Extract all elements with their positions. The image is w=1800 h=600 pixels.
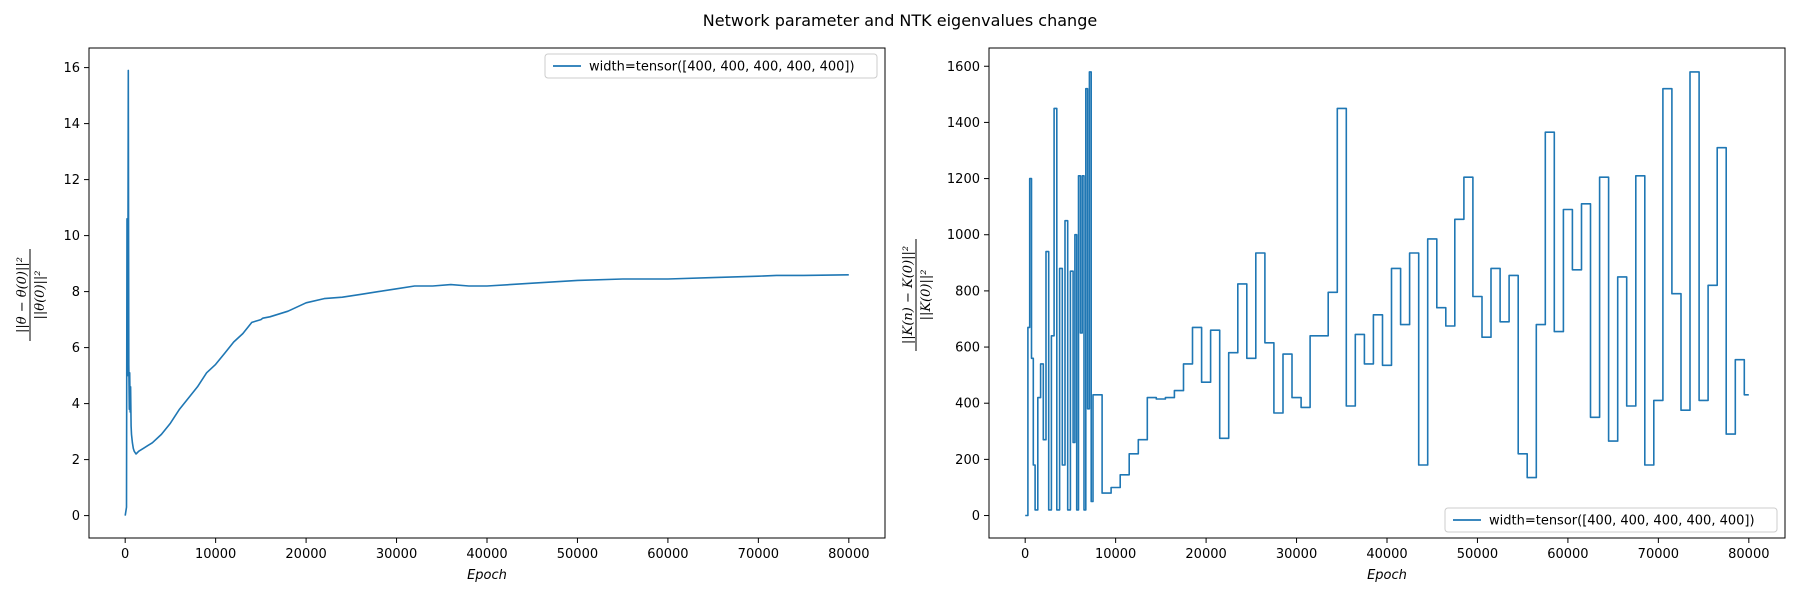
right-ytick-label: 200: [955, 453, 980, 468]
right-xtick-label: 40000: [1366, 547, 1407, 562]
left-ytick-label: 0: [72, 509, 80, 524]
right-ylabel: ||K(n) − K(0)||² ||K(0)||²: [901, 239, 934, 351]
right-ytick-label: 1000: [947, 228, 980, 243]
left-xtick-label: 80000: [828, 547, 869, 562]
left-xtick-label: 20000: [285, 547, 326, 562]
right-ytick-label: 800: [955, 284, 980, 299]
left-ytick-label: 4: [72, 397, 80, 412]
left-xtick-label: 30000: [376, 547, 417, 562]
left-xlabel: Epoch: [467, 568, 507, 583]
left-ylabel-denominator: ||θ(0)||²: [33, 271, 48, 320]
left-xtick-label: 10000: [195, 547, 236, 562]
left-ytick-label: 8: [72, 285, 80, 300]
right-xlabel: Epoch: [1367, 568, 1407, 583]
left-xtick-label: 70000: [738, 547, 779, 562]
right-xtick-label: 80000: [1728, 547, 1769, 562]
right-series-line: [1025, 71, 1749, 517]
right-ytick-label: 1400: [947, 116, 980, 131]
left-ylabel: ||θ − θ(0)||² ||θ(0)||²: [15, 249, 48, 341]
right-ytick-label: 600: [955, 341, 980, 356]
right-legend-label: width=tensor([400, 400, 400, 400, 400]): [1489, 514, 1755, 529]
right-xtick-label: 50000: [1457, 547, 1498, 562]
left-ytick-label: 14: [63, 117, 80, 132]
right-chart-panel: 0 10000 20000 30000 40000 50000 60000 70000 8000…: [947, 47, 1786, 583]
right-ytick-label: 1200: [947, 172, 980, 187]
left-axes-frame: [88, 47, 886, 539]
left-ytick-label: 12: [63, 173, 80, 188]
left-legend-label: width=tensor([400, 400, 400, 400, 400]): [589, 60, 855, 75]
left-ytick-label: 2: [72, 453, 80, 468]
left-xtick-label: 0: [121, 547, 129, 562]
right-xtick-label: 0: [1021, 547, 1029, 562]
right-axes-frame: [988, 47, 1786, 539]
left-series-line: [124, 69, 849, 516]
right-ylabel-numerator: ||K(n) − K(0)||²: [901, 246, 916, 344]
left-xtick-label: 60000: [647, 547, 688, 562]
right-xtick-label: 30000: [1276, 547, 1317, 562]
right-legend-box: [1444, 507, 1778, 533]
right-ytick-label: 0: [972, 509, 980, 524]
left-ytick-label: 10: [63, 229, 80, 244]
left-xtick-label: 50000: [557, 547, 598, 562]
left-ylabel-numerator: ||θ − θ(0)||²: [15, 257, 30, 333]
right-xtick-label: 70000: [1638, 547, 1679, 562]
left-ytick-label: 6: [72, 341, 80, 356]
right-ylabel-denominator: ||K(0)||²: [919, 270, 934, 321]
right-xtick-label: 60000: [1547, 547, 1588, 562]
left-xtick-label: 40000: [466, 547, 507, 562]
right-ytick-label: 1600: [947, 60, 980, 75]
left-ytick-label: 16: [63, 61, 80, 76]
figure-title: Network parameter and NTK eigenvalues ch…: [703, 11, 1097, 30]
right-ytick-label: 400: [955, 397, 980, 412]
right-xtick-label: 10000: [1095, 547, 1136, 562]
right-xtick-label: 20000: [1185, 547, 1226, 562]
left-legend-box: [544, 53, 878, 79]
left-chart-panel: 0 10000 20000 30000 40000 50000 60000 70000 8000…: [63, 47, 886, 583]
